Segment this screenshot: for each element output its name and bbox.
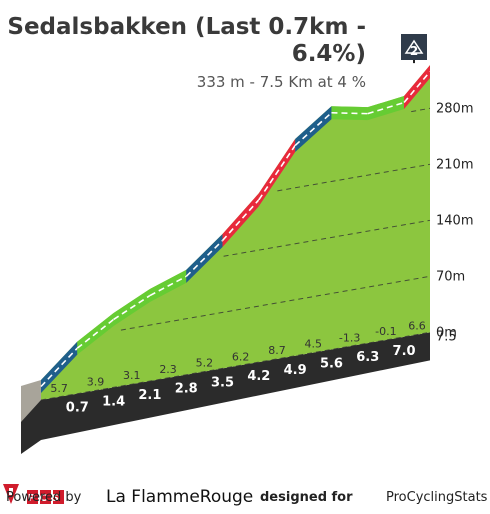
road-centre-line [331,111,368,115]
la-flamme-rouge-logo [3,484,19,504]
distance-tick-label: 7.0 [393,344,416,359]
footer: Powered by La FlammeRouge designed for P… [0,482,490,514]
distance-tick-label: 4.9 [284,363,307,378]
procyclingstats-logo: PCS [27,490,65,504]
segment-gradient-label: 5.7 [50,382,68,395]
gradient-segment [222,193,259,248]
elevation-profile-chart: 0m 70m 140m 210m 280m 7.5 5.7 3.9 3.1 2.3 5.2 6.2 8.… [21,34,473,454]
profile-fill [41,65,430,400]
powered-by-text: Powered by [6,490,82,505]
profile-layer [21,65,431,454]
distance-tick-label: 3.5 [211,375,234,390]
mountain-icon [404,39,424,54]
road-centre-line [403,71,431,104]
segment-gradient-label: 6.6 [408,320,426,333]
elevation-tick-label: 0m [436,325,457,340]
elevation-gridline [223,219,431,257]
elevation-gridline [277,163,431,192]
road-centre-line [149,275,187,297]
segment-gradient-label: 6.2 [232,350,250,363]
road-centre-line [113,294,151,321]
road-centre-line [185,239,224,277]
distance-tick-label: 6.3 [356,350,379,365]
category-badge [401,34,427,60]
distance-tick-label: 1.4 [102,394,125,409]
road-centre-line [40,347,78,388]
pcs-logo-text: PCS [28,493,64,504]
road-centre-line [367,101,405,115]
category-badge-number: 2 [410,44,418,58]
segment-gradient-label: 4.5 [305,338,323,351]
elevation-tick-label: 280m [436,101,473,116]
road-centre-line [294,112,332,147]
end-distance-label: 7.5 [436,329,457,344]
segment-gradient-label: -1.3 [339,331,360,344]
road-centre-line [221,199,260,242]
gradient-segment [331,106,368,121]
road-centre-line [258,145,296,201]
distance-tick-label: 2.8 [175,382,198,397]
elevation-gridline [40,331,431,401]
profile-base-band [21,332,430,454]
elevation-gridlines [40,107,431,401]
distance-tick-label: 4.2 [247,369,270,384]
la-flamme-rouge-name: La FlammeRouge [106,487,254,507]
label-layer: 0m 70m 140m 210m 280m 7.5 5.7 3.9 3.1 2.3 5.2 6.2 8.… [50,34,473,416]
procyclingstats-name: ProCyclingStats [386,490,488,505]
distance-tick-label: 0.7 [66,401,89,416]
segment-gradient-label: -0.1 [375,325,396,338]
distance-tick-label: 2.1 [138,388,161,403]
segment-gradient-label: 5.2 [196,357,214,370]
climb-summary: 333 m - 7.5 Km at 4 % [196,73,366,91]
road-centre-line [76,318,115,349]
elevation-tick-label: 140m [436,213,473,228]
segment-gradient-label: 2.3 [159,363,177,376]
climb-title: Sedalsbakken (Last 0.7km - 6.4%) [7,14,366,67]
elevation-gridline [120,275,431,331]
segment-gradient-label: 3.1 [123,369,141,382]
designed-for-text: designed for [260,490,353,505]
gradient-segment [41,341,78,393]
segment-gradient-label: 8.7 [268,344,286,357]
distance-tick-label: 5.6 [320,356,343,371]
gradient-segment [367,96,405,121]
elevation-gridline [411,107,431,113]
elevation-tick-label: 70m [436,269,465,284]
segment-gradient-label: 3.9 [87,376,105,389]
elevation-tick-label: 210m [436,157,473,172]
